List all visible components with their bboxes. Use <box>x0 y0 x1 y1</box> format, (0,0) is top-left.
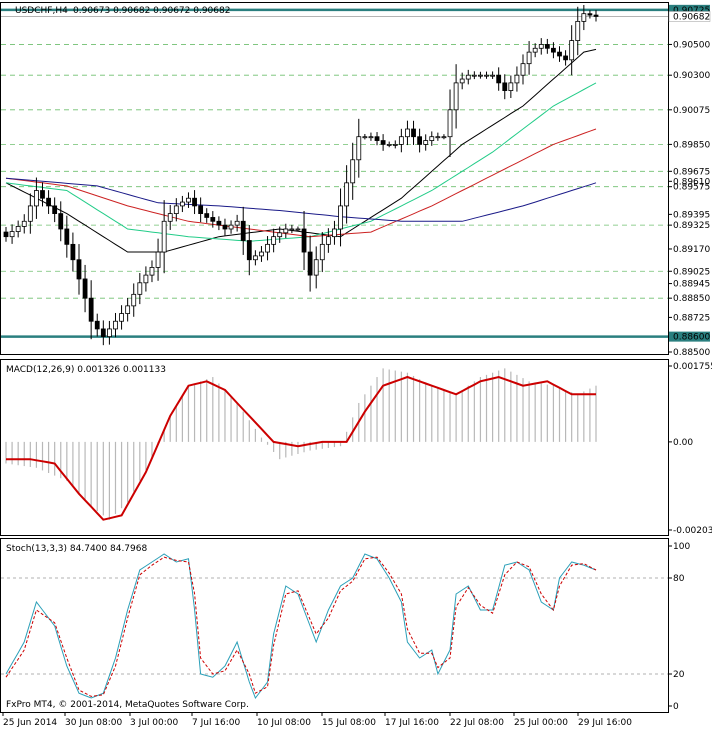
copyright-footer: FxPro MT4, © 2001-2014, MetaQuotes Softw… <box>6 700 249 710</box>
time-tick-label: 25 Jul 00:00 <box>514 718 568 728</box>
macd-label: MACD(12,26,9) 0.001326 0.001133 <box>6 365 166 375</box>
time-tick-label: 22 Jul 08:00 <box>450 718 504 728</box>
price-tick-label: 0.89325 <box>673 221 710 231</box>
time-tick-label: 15 Jul 08:00 <box>322 718 376 728</box>
price-tick-label: 0.88850 <box>673 294 710 304</box>
price-tick-label: 0.90500 <box>673 40 710 50</box>
price-panel: 0.907250.905000.903000.900750.898500.896… <box>1 3 711 359</box>
stoch-tick-label: 0 <box>673 702 679 712</box>
price-tick-label: 0.89850 <box>673 140 710 150</box>
price-header-ohlc: 0.90673 0.90682 0.90672 0.90682 <box>73 6 230 16</box>
price-tick-label: 0.88945 <box>673 280 710 290</box>
price-tick-label: 0.90300 <box>673 71 710 81</box>
macd-tick-label: -0.002038 <box>673 526 712 536</box>
price-tick-label: 0.90075 <box>673 106 710 116</box>
macd-panel: 0.001755 0.00 -0.002038 MACD(12,26,9) 0.00… <box>1 360 712 537</box>
price-tick-label: 0.88725 <box>673 313 710 323</box>
price-header-symbol: USDCHF,H4 <box>15 6 68 16</box>
stoch-panel: 100 80 20 0 Stoch(13,3,3) 84.7400 84.7968 F… <box>1 539 691 713</box>
stoch-tick-label: 80 <box>673 574 685 584</box>
time-tick-label: 29 Jul 16:00 <box>578 718 632 728</box>
price-tick-label: 0.89395 <box>673 210 710 220</box>
price-tick-label: 0.89170 <box>673 245 710 255</box>
time-tick-label: 10 Jul 08:00 <box>257 718 311 728</box>
price-tick-label: 0.88500 <box>673 348 710 358</box>
price-tick-label: 0.88600 <box>673 333 710 343</box>
price-tick-label: 0.89575 <box>673 183 710 193</box>
stoch-tick-label: 20 <box>673 670 685 680</box>
stoch-tick-label: 100 <box>673 542 690 552</box>
current-price-label: 0.90682 <box>673 12 710 22</box>
time-tick-label: 25 Jun 2014 <box>3 718 57 728</box>
time-tick-label: 30 Jun 08:00 <box>65 718 122 728</box>
time-tick-label: 17 Jul 16:00 <box>385 718 439 728</box>
macd-tick-label: 0.00 <box>673 438 693 448</box>
price-tick-label: 0.89025 <box>673 267 710 277</box>
stoch-label: Stoch(13,3,3) 84.7400 84.7968 <box>6 544 147 554</box>
time-tick-label: 3 Jul 00:00 <box>130 718 179 728</box>
macd-tick-label: 0.001755 <box>673 362 712 372</box>
time-tick-label: 7 Jul 16:00 <box>192 718 241 728</box>
price-tick-label: 0.89675 <box>673 167 710 177</box>
